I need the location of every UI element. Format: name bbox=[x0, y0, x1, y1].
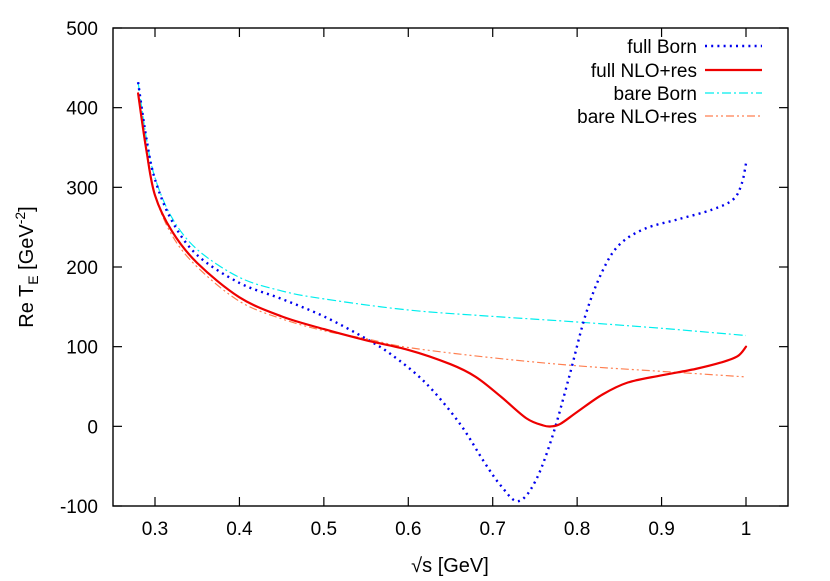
legend-item-bare-nlo-res: bare NLO+res bbox=[577, 107, 762, 128]
legend-item-bare-born: bare Born bbox=[614, 84, 762, 105]
y-tick-labels: -100 0 100 200 300 400 500 bbox=[60, 19, 98, 518]
x-tick-label: 1 bbox=[741, 519, 752, 540]
y-tick-label: 100 bbox=[66, 338, 98, 359]
y-axis-title: Re TE [GeV-2] bbox=[12, 206, 41, 327]
x-tick-labels: 0.3 0.4 0.5 0.6 0.7 0.8 0.9 1 bbox=[142, 519, 752, 540]
series-line-full-nlo-res bbox=[137, 92, 748, 428]
axis-ticks bbox=[113, 27, 788, 507]
x-tick-label: 0.9 bbox=[648, 519, 674, 540]
series-line-bare-nlo-res bbox=[137, 94, 747, 378]
y-axis-title-superscript: -2 bbox=[12, 212, 28, 225]
series-line-bare-born bbox=[137, 82, 747, 337]
legend-item-full-nlo-res: full NLO+res bbox=[591, 61, 762, 82]
y-tick-label: -100 bbox=[60, 497, 98, 518]
y-tick-label: 400 bbox=[66, 99, 98, 120]
x-axis-title: √s [GeV] bbox=[411, 555, 489, 577]
y-axis-title-unit: [GeV bbox=[16, 224, 38, 276]
x-tick-label: 0.6 bbox=[395, 519, 421, 540]
x-tick-label: 0.7 bbox=[480, 519, 506, 540]
y-axis-title-main: Re T bbox=[16, 285, 38, 328]
y-tick-label: 300 bbox=[66, 178, 98, 199]
series-layer bbox=[136, 82, 748, 503]
y-tick-label: 500 bbox=[66, 19, 98, 40]
legend-label-bare-nlo-res: bare NLO+res bbox=[577, 107, 697, 128]
legend-label-full-born: full Born bbox=[627, 37, 697, 58]
legend-label-full-nlo-res: full NLO+res bbox=[591, 61, 697, 82]
x-tick-label: 0.5 bbox=[311, 519, 337, 540]
y-axis-title-bracket: ] bbox=[16, 206, 38, 212]
x-tick-label: 0.3 bbox=[142, 519, 168, 540]
y-axis-title-subscript: E bbox=[25, 275, 41, 284]
y-tick-label: 200 bbox=[66, 258, 98, 279]
y-tick-label: 0 bbox=[87, 417, 98, 438]
legend-item-full-born: full Born bbox=[627, 37, 762, 58]
x-tick-label: 0.8 bbox=[564, 519, 590, 540]
legend-label-bare-born: bare Born bbox=[614, 84, 697, 105]
x-tick-label: 0.4 bbox=[226, 519, 253, 540]
legend: full Born full NLO+res bare Born bare NL… bbox=[577, 37, 762, 128]
series-line-full-born bbox=[136, 82, 748, 503]
